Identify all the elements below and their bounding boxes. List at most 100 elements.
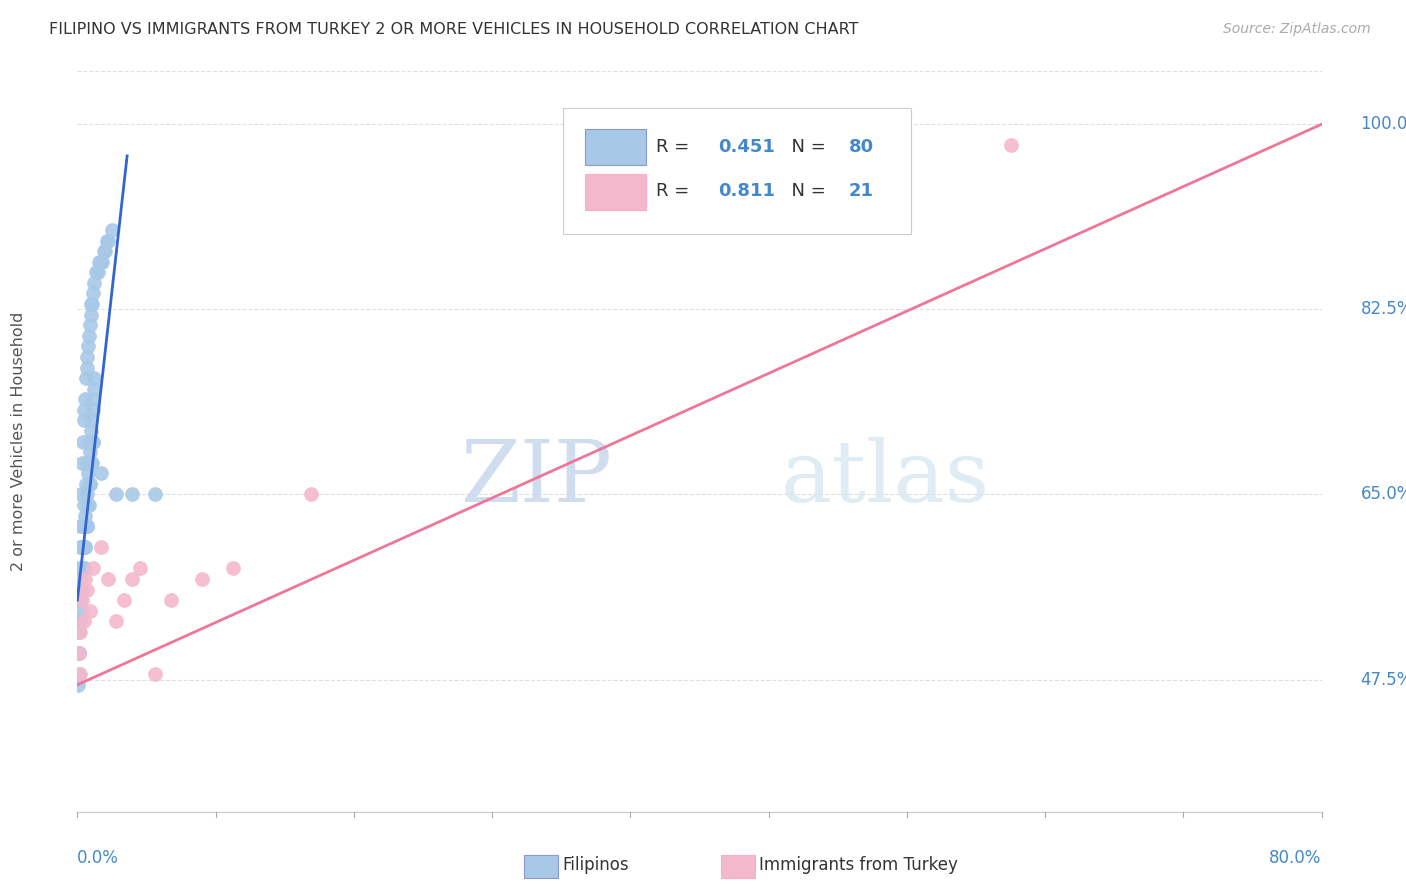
Point	[72, 541, 94, 555]
Point	[76, 519, 98, 533]
Point	[128, 561, 150, 575]
Point	[70, 541, 93, 555]
Point	[79, 413, 101, 427]
Point	[84, 265, 107, 279]
Point	[79, 445, 101, 459]
Point	[222, 561, 245, 575]
Point	[79, 476, 101, 491]
Point	[73, 402, 96, 417]
Text: 100.0%: 100.0%	[1361, 115, 1406, 133]
Point	[67, 678, 90, 692]
Point	[70, 456, 93, 470]
Text: Source: ZipAtlas.com: Source: ZipAtlas.com	[1223, 22, 1371, 37]
Point	[90, 467, 112, 481]
Point	[73, 498, 96, 512]
Text: N =: N =	[780, 138, 832, 156]
Point	[143, 487, 166, 501]
Point	[83, 371, 105, 385]
Point	[73, 561, 96, 575]
Point	[69, 624, 91, 639]
Point	[75, 371, 97, 385]
Text: 80: 80	[849, 138, 875, 156]
Point	[70, 487, 93, 501]
Point	[67, 646, 90, 660]
Point	[67, 667, 90, 681]
Text: N =: N =	[780, 182, 832, 201]
Text: 0.811: 0.811	[718, 182, 775, 201]
Point	[105, 615, 128, 629]
Point	[72, 413, 94, 427]
Point	[76, 582, 98, 597]
Point	[72, 434, 94, 449]
Point	[69, 615, 91, 629]
Point	[69, 572, 91, 586]
Point	[67, 646, 90, 660]
Text: 82.5%: 82.5%	[1361, 301, 1406, 318]
Point	[143, 667, 166, 681]
Point	[72, 561, 94, 575]
Point	[77, 498, 100, 512]
Text: ZIP: ZIP	[461, 437, 613, 520]
Point	[80, 297, 103, 311]
Point	[75, 541, 97, 555]
Point	[82, 392, 104, 407]
Point	[76, 519, 98, 533]
Point	[76, 350, 98, 364]
Point	[82, 297, 104, 311]
Text: 65.0%: 65.0%	[1361, 485, 1406, 503]
Point	[76, 456, 98, 470]
Point	[83, 382, 105, 396]
Point	[79, 318, 101, 333]
Text: 47.5%: 47.5%	[1361, 671, 1406, 689]
Point	[86, 265, 108, 279]
Point	[67, 646, 90, 660]
Point	[77, 434, 100, 449]
Point	[75, 476, 97, 491]
Point	[191, 572, 214, 586]
Text: Immigrants from Turkey: Immigrants from Turkey	[759, 856, 957, 874]
Point	[70, 593, 93, 607]
Point	[87, 254, 110, 268]
Point	[75, 541, 97, 555]
Text: 0.0%: 0.0%	[77, 849, 120, 867]
Point	[121, 572, 143, 586]
Point	[77, 339, 100, 353]
Point	[77, 328, 100, 343]
Point	[299, 487, 322, 501]
Point	[82, 434, 104, 449]
Point	[82, 402, 104, 417]
Point	[90, 541, 112, 555]
Point	[76, 487, 98, 501]
Point	[79, 308, 101, 322]
Point	[82, 561, 104, 575]
Point	[72, 519, 94, 533]
Point	[69, 593, 91, 607]
Point	[91, 254, 114, 268]
Point	[69, 667, 91, 681]
Point	[67, 624, 90, 639]
Point	[82, 286, 104, 301]
FancyBboxPatch shape	[585, 174, 645, 210]
Point	[121, 487, 143, 501]
Point	[75, 392, 97, 407]
FancyBboxPatch shape	[562, 109, 911, 235]
Point	[97, 234, 120, 248]
Text: 80.0%: 80.0%	[1270, 849, 1322, 867]
Point	[76, 360, 98, 375]
Point	[69, 604, 91, 618]
Point	[76, 519, 98, 533]
Point	[77, 467, 100, 481]
Point	[69, 615, 91, 629]
Point	[159, 593, 181, 607]
Point	[75, 508, 97, 523]
Point	[105, 487, 128, 501]
Text: 0.451: 0.451	[718, 138, 775, 156]
Text: R =: R =	[657, 138, 695, 156]
Point	[80, 456, 103, 470]
Point	[80, 456, 103, 470]
Text: 21: 21	[849, 182, 873, 201]
Point	[1000, 138, 1022, 153]
Point	[112, 593, 135, 607]
Point	[67, 561, 90, 575]
Point	[100, 223, 122, 237]
